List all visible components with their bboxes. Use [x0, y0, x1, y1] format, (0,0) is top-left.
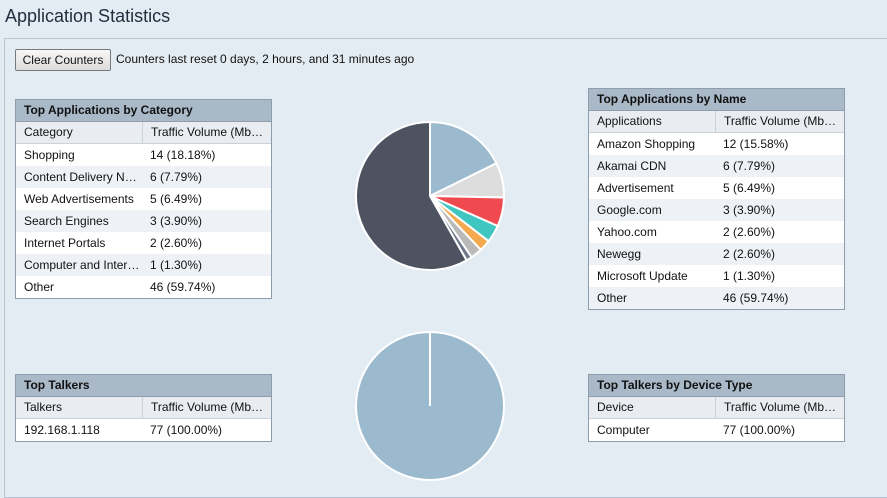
table-row: Other 46 (59.74%) — [16, 276, 271, 298]
cell-value: 2 (2.60%) — [723, 247, 776, 261]
table-row: 192.168.1.118 77 (100.00%) — [16, 419, 271, 441]
page-title: Application Statistics — [5, 6, 171, 26]
pie-slice — [355, 121, 468, 271]
table-title: Top Applications by Name — [589, 89, 844, 111]
cell-value: 14 (18.18%) — [150, 148, 216, 162]
table-row: Content Delivery Networks 6 (7.79%) — [16, 166, 271, 188]
table-column-header: Category Traffic Volume (Mbytes) — [16, 122, 271, 144]
table-column-header: Device Traffic Volume (Mbytes) — [589, 397, 844, 419]
pie-slice — [429, 121, 498, 197]
table-column-header: Talkers Traffic Volume (Mbytes) — [16, 397, 271, 419]
column-header-applications[interactable]: Applications — [589, 111, 716, 132]
table-row: Web Advertisements 5 (6.49%) — [16, 188, 271, 210]
cell-name: Amazon Shopping — [597, 137, 696, 151]
table-title: Top Applications by Category — [16, 100, 271, 122]
table-row: Newegg 2 (2.60%) — [589, 243, 844, 265]
cell-name: Yahoo.com — [597, 225, 657, 239]
table-row: Internet Portals 2 (2.60%) — [16, 232, 271, 254]
cell-name: Advertisement — [597, 181, 674, 195]
table-row: Other 46 (59.74%) — [589, 287, 844, 309]
cell-value: 6 (7.79%) — [150, 170, 203, 184]
cell-name: Other — [597, 291, 628, 305]
cell-name: Google.com — [597, 203, 662, 217]
cell-value: 5 (6.49%) — [150, 192, 203, 206]
top-talkers-by-device-type-table: Top Talkers by Device Type Device Traffi… — [588, 374, 845, 442]
table-row: Shopping 14 (18.18%) — [16, 144, 271, 166]
cell-value: 77 (100.00%) — [150, 423, 223, 437]
cell-value: 77 (100.00%) — [723, 423, 796, 437]
table-row: Computer and Internet Info 1 (1.30%) — [16, 254, 271, 276]
table-row: Microsoft Update 1 (1.30%) — [589, 265, 844, 287]
counters-reset-text: Counters last reset 0 days, 2 hours, and… — [116, 52, 415, 66]
cell-value: 5 (6.49%) — [723, 181, 776, 195]
cell-name: Shopping — [24, 148, 75, 162]
table-row: Akamai CDN 6 (7.79%) — [589, 155, 844, 177]
column-header-category[interactable]: Category — [16, 122, 143, 143]
cell-value: 2 (2.60%) — [723, 225, 776, 239]
applications-pie-chart — [355, 121, 505, 271]
column-header-traffic-volume[interactable]: Traffic Volume (Mbytes) — [151, 125, 271, 139]
cell-name: Newegg — [597, 247, 642, 261]
cell-value: 12 (15.58%) — [723, 137, 789, 151]
column-header-traffic-volume[interactable]: Traffic Volume (Mbytes) — [724, 114, 844, 128]
cell-name: Other — [24, 280, 55, 294]
top-applications-by-category-table: Top Applications by Category Category Tr… — [15, 99, 272, 299]
clear-counters-button[interactable]: Clear Counters — [15, 49, 111, 71]
talkers-pie-chart — [355, 331, 505, 481]
cell-name: Computer — [597, 423, 650, 437]
cell-value: 2 (2.60%) — [150, 236, 203, 250]
cell-value: 46 (59.74%) — [150, 280, 216, 294]
table-row: Yahoo.com 2 (2.60%) — [589, 221, 844, 243]
column-header-device[interactable]: Device — [589, 397, 716, 418]
table-row: Computer 77 (100.00%) — [589, 419, 844, 441]
cell-name: Computer and Internet Info — [24, 258, 142, 272]
table-row: Amazon Shopping 12 (15.58%) — [589, 133, 844, 155]
cell-name: Internet Portals — [24, 236, 106, 250]
column-header-traffic-volume[interactable]: Traffic Volume (Mbytes) — [724, 400, 844, 414]
cell-name: Search Engines — [24, 214, 109, 228]
table-title: Top Talkers — [16, 375, 271, 397]
cell-name: Web Advertisements — [24, 192, 134, 206]
cell-name: Content Delivery Networks — [24, 170, 142, 184]
cell-value: 1 (1.30%) — [723, 269, 776, 283]
cell-name: Akamai CDN — [597, 159, 667, 173]
top-talkers-table: Top Talkers Talkers Traffic Volume (Mbyt… — [15, 374, 272, 442]
table-title: Top Talkers by Device Type — [589, 375, 844, 397]
table-row: Google.com 3 (3.90%) — [589, 199, 844, 221]
top-applications-by-name-table: Top Applications by Name Applications Tr… — [588, 88, 845, 310]
column-header-traffic-volume[interactable]: Traffic Volume (Mbytes) — [151, 400, 271, 414]
cell-name: 192.168.1.118 — [24, 423, 100, 437]
cell-name: Microsoft Update — [597, 269, 688, 283]
table-row: Advertisement 5 (6.49%) — [589, 177, 844, 199]
column-header-talkers[interactable]: Talkers — [16, 397, 143, 418]
cell-value: 3 (3.90%) — [723, 203, 776, 217]
cell-value: 46 (59.74%) — [723, 291, 789, 305]
table-row: Search Engines 3 (3.90%) — [16, 210, 271, 232]
table-column-header: Applications Traffic Volume (Mbytes) — [589, 111, 844, 133]
cell-value: 1 (1.30%) — [150, 258, 203, 272]
cell-value: 6 (7.79%) — [723, 159, 776, 173]
cell-value: 3 (3.90%) — [150, 214, 203, 228]
